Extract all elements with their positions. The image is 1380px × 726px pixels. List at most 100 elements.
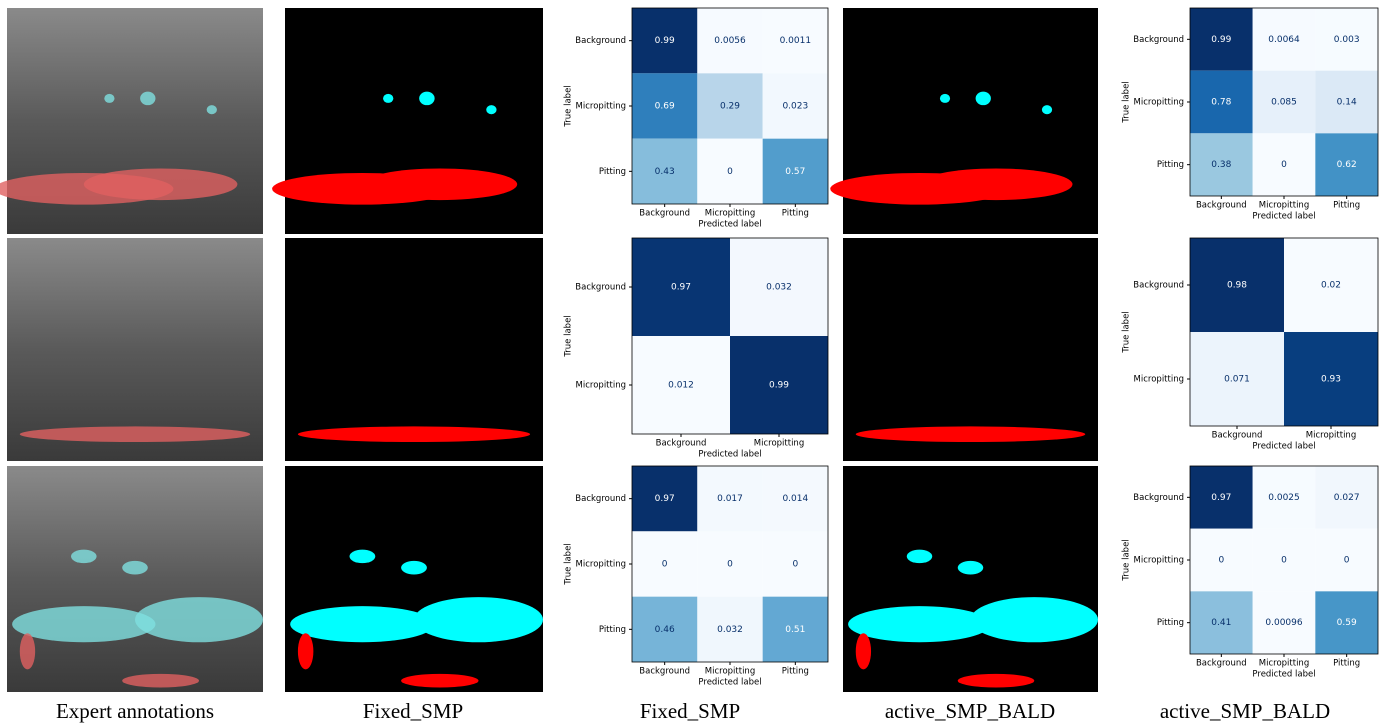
caption: active_SMP_BALD [1160, 699, 1330, 723]
annotation [83, 168, 238, 201]
caption: Fixed_SMP [640, 699, 740, 723]
row-label: Micropitting [1134, 375, 1184, 385]
matrix-frame [631, 237, 829, 435]
annotation [401, 560, 427, 575]
matrix-cell [632, 596, 698, 662]
row-label: Background [575, 36, 626, 46]
cell-label: 0 [727, 560, 733, 570]
annotation [419, 91, 435, 106]
photo [7, 466, 263, 692]
cell-label: 0.46 [655, 625, 675, 635]
matrix-cell [1252, 591, 1316, 654]
y-axis-label: True label [564, 85, 574, 127]
cell-label: 0.43 [655, 167, 675, 177]
col-label: Micropitting [1306, 431, 1356, 441]
cell-label: 0.99 [769, 381, 789, 391]
col-label: Background [639, 209, 690, 219]
annotation [486, 105, 497, 115]
annotation [349, 549, 376, 564]
row-label: Pitting [1157, 618, 1184, 628]
cell-label: 0.99 [1211, 35, 1231, 45]
col-label: Micropitting [705, 667, 755, 677]
annotation [975, 91, 991, 106]
x-axis-label: Predicted label [698, 450, 761, 460]
cell-label: 0.0064 [1268, 35, 1300, 45]
cell-label: 0.97 [671, 283, 691, 293]
row-label: Pitting [599, 625, 626, 635]
annotation [414, 597, 543, 643]
cell-label: 0.032 [766, 283, 792, 293]
cell-label: 0.014 [782, 494, 808, 504]
x-axis-label: Predicted label [1252, 212, 1315, 222]
matrix-cell [1190, 528, 1253, 592]
annotation [383, 93, 394, 103]
cell-label: 0.69 [655, 102, 675, 112]
matrix-cell [697, 138, 763, 204]
cell-label: 0 [662, 560, 668, 570]
annotation [906, 549, 933, 564]
cell-label: 0 [792, 560, 798, 570]
y-axis-label: True label [1122, 539, 1132, 581]
matrix-cell [632, 238, 730, 336]
mask [843, 238, 1098, 461]
matrix-cell [762, 531, 828, 597]
annotation [939, 93, 951, 103]
col-label: Background [656, 439, 707, 449]
cell-label: 0.38 [1211, 160, 1231, 170]
matrix-cell [1315, 466, 1378, 529]
matrix-cell [632, 466, 698, 532]
y-axis-label: True label [564, 543, 574, 585]
matrix-cell [1252, 133, 1316, 196]
cell-label: 0.02 [1321, 281, 1341, 291]
matrix-cell [632, 336, 730, 434]
row-label: Background [575, 283, 626, 293]
cell-label: 0.14 [1337, 98, 1357, 108]
cell-label: 0.0025 [1268, 493, 1300, 503]
cell-label: 0 [1218, 556, 1224, 566]
cell-label: 0.57 [785, 167, 805, 177]
matrix-cell [697, 73, 763, 139]
annotation [919, 168, 1073, 201]
cell-label: 0.99 [655, 36, 675, 46]
matrix-cell [1315, 591, 1378, 654]
matrix-cell [1315, 70, 1378, 134]
cell-label: 0.51 [785, 625, 805, 635]
cell-label: 0.98 [1227, 281, 1247, 291]
matrix-cell [697, 8, 763, 74]
matrix-cell [1190, 332, 1284, 426]
annotation [135, 597, 263, 643]
matrix-cell [762, 596, 828, 662]
annotation [19, 633, 36, 670]
matrix-cell [632, 8, 698, 74]
x-axis-label: Predicted label [698, 220, 761, 230]
col-label: Background [1196, 659, 1247, 669]
col-label: Micropitting [705, 209, 755, 219]
matrix-cell [1252, 70, 1316, 134]
annotation [12, 606, 156, 643]
matrix-cell [632, 73, 698, 139]
row-label: Micropitting [576, 560, 626, 570]
row-label: Micropitting [1134, 98, 1184, 108]
annotation [104, 93, 115, 103]
cell-label: 0.78 [1211, 98, 1231, 108]
matrix-frame [1189, 237, 1379, 427]
annotation [122, 560, 148, 575]
x-axis-label: Predicted label [1252, 442, 1315, 452]
cell-label: 0.003 [1334, 35, 1360, 45]
annotation [297, 633, 314, 670]
cell-label: 0.0011 [780, 36, 812, 46]
matrix-cell [632, 531, 698, 597]
matrix-cell [1190, 466, 1253, 529]
cell-label: 0.41 [1211, 618, 1231, 628]
row-label: Pitting [1157, 160, 1184, 170]
annotation [19, 426, 251, 443]
col-label: Micropitting [754, 439, 804, 449]
y-axis-label: True label [564, 315, 574, 357]
matrix-cell [1190, 8, 1253, 71]
col-label: Background [1196, 201, 1247, 211]
cell-label: 0.085 [1271, 98, 1297, 108]
annotation [855, 426, 1086, 443]
col-label: Pitting [782, 209, 809, 219]
col-label: Micropitting [1259, 659, 1309, 669]
annotation [206, 105, 217, 115]
